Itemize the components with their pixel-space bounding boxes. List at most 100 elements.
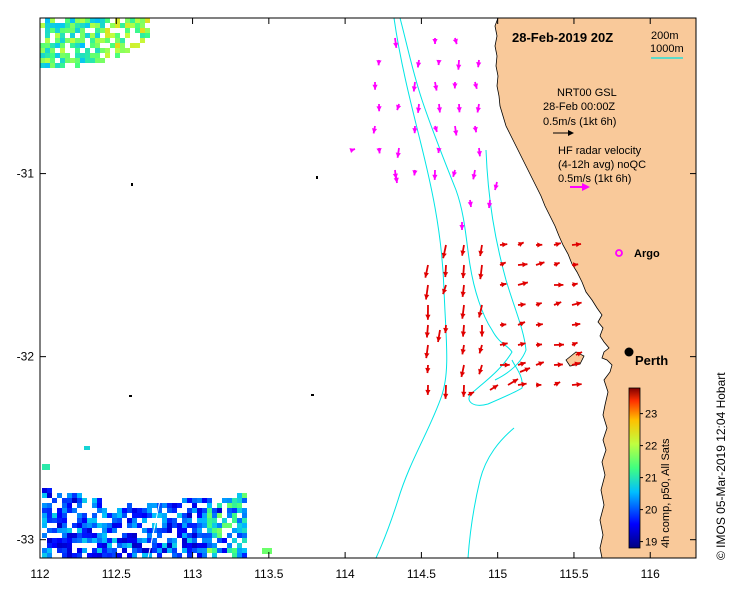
gsl-current-arrow — [442, 284, 448, 295]
sst-pixel — [117, 508, 122, 513]
x-tick-label: 113.5 — [254, 567, 283, 581]
sst-pixel — [242, 518, 247, 523]
sst-pixel — [197, 518, 202, 523]
sst-pixel — [122, 543, 127, 548]
sst-pixel — [142, 528, 147, 533]
gsl-current-arrow — [478, 364, 484, 375]
sst-pixel — [105, 28, 110, 33]
sst-pixel — [50, 53, 55, 58]
sst-pixel — [145, 28, 150, 33]
hf-radar-arrow — [436, 103, 442, 113]
sst-pixel — [167, 528, 172, 533]
hf-radar-arrow — [487, 199, 493, 209]
sst-pixel — [197, 508, 202, 513]
sst-pixel — [182, 513, 187, 518]
gsl-current-arrow — [424, 324, 430, 338]
sst-pixel — [60, 23, 65, 28]
sst-pixel — [47, 538, 52, 543]
sst-pixel — [207, 548, 212, 553]
sst-pixel — [227, 498, 232, 503]
sst-pixel — [82, 528, 87, 533]
sst-pixel — [97, 498, 102, 503]
sst-pixel — [242, 528, 247, 533]
gsl-current-arrow — [535, 261, 545, 267]
sst-pixel — [62, 528, 67, 533]
gsl-current-arrow — [553, 381, 561, 387]
sst-pixel — [75, 23, 80, 28]
sst-pixel — [95, 23, 100, 28]
sst-pixel — [65, 23, 70, 28]
sst-pixel — [80, 58, 85, 63]
gsl-current-arrow — [553, 301, 562, 307]
sst-pixel — [122, 533, 127, 538]
gsl-current-arrow — [499, 261, 507, 267]
sst-pixel — [152, 503, 157, 508]
sst-pixel — [82, 498, 87, 503]
sst-pixel — [197, 498, 202, 503]
sst-pixel — [90, 23, 95, 28]
sst-pixel — [110, 43, 115, 48]
sst-pixel — [207, 513, 212, 518]
sst-pixel — [77, 548, 82, 553]
hf-radar-arrow — [467, 199, 473, 208]
sst-pixel — [177, 523, 182, 528]
sst-pixel — [42, 493, 47, 498]
sst-pixel — [70, 43, 75, 48]
depth-contour-200m — [399, 18, 523, 406]
colorbar-tick-label: 19 — [645, 537, 657, 549]
sst-pixel — [55, 53, 60, 58]
gsl-current-arrow — [460, 304, 466, 319]
sst-pixel — [85, 53, 90, 58]
sst-pixel — [182, 533, 187, 538]
sst-pixel — [62, 498, 67, 503]
sst-pixel — [122, 508, 127, 513]
sst-pixel — [92, 513, 97, 518]
sst-pixel — [107, 528, 112, 533]
sst-pixel — [132, 523, 137, 528]
argo-label: Argo — [634, 248, 660, 260]
gsl-current-arrow — [553, 261, 561, 267]
sst-pixel — [232, 548, 237, 553]
sst-pixel — [105, 18, 110, 23]
sst-pixel — [162, 518, 167, 523]
sst-pixel — [232, 508, 237, 513]
sst-pixel — [152, 528, 157, 533]
sst-pixel — [242, 523, 247, 528]
sst-pixel — [227, 548, 232, 553]
y-tick-label: -33 — [17, 533, 35, 547]
nrt-legend-line3: 0.5m/s (1kt 6h) — [543, 116, 616, 128]
sst-pixel — [50, 63, 55, 68]
sst-pixel — [47, 548, 52, 553]
sst-pixel — [177, 513, 182, 518]
sst-pixel — [72, 523, 77, 528]
sst-pixel — [132, 518, 137, 523]
sst-pixel — [72, 508, 77, 513]
sst-pixel — [100, 58, 105, 63]
sst-pixel — [45, 28, 50, 33]
sst-pixel — [42, 488, 47, 493]
sst-pixel — [40, 63, 45, 68]
sst-pixel — [187, 513, 192, 518]
gsl-current-arrow — [517, 281, 529, 287]
gsl-current-arrow — [517, 302, 526, 308]
sst-pixel — [95, 28, 100, 33]
sst-pixel — [87, 533, 92, 538]
gsl-current-arrow — [423, 264, 429, 278]
sst-pixel — [217, 528, 222, 533]
sst-pixel — [107, 543, 112, 548]
sst-pixel — [87, 518, 92, 523]
sst-pixel — [102, 523, 107, 528]
sst-pixel — [52, 538, 57, 543]
sst-pixel — [42, 518, 47, 523]
sst-pixel — [75, 43, 80, 48]
sst-pixel — [77, 503, 82, 508]
sst-pixel — [62, 543, 67, 548]
sst-pixel — [147, 538, 152, 543]
sst-pixel — [187, 553, 192, 558]
sst-pixel — [67, 503, 72, 508]
sst-pixel — [55, 38, 60, 43]
colorbar-tick-label: 22 — [645, 441, 657, 453]
sst-pixel — [217, 538, 222, 543]
sst-pixel — [102, 548, 107, 553]
sst-pixel — [202, 498, 207, 503]
